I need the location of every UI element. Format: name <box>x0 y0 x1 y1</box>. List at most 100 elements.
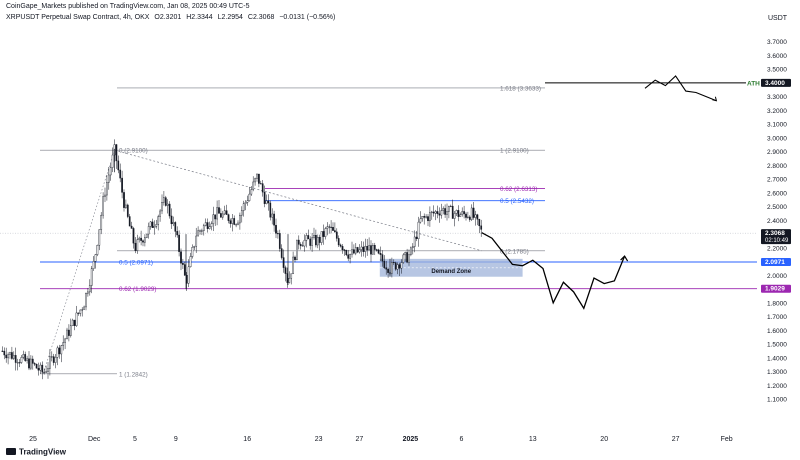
candle-body <box>223 210 226 215</box>
candle-body <box>121 177 123 193</box>
candle-body <box>210 223 213 227</box>
tradingview-brand: TradingView <box>19 447 66 457</box>
candle-body <box>229 220 232 224</box>
candle-body <box>102 196 104 216</box>
candle-body <box>288 278 291 283</box>
candle-body <box>14 355 17 363</box>
price-tag-label: 3.4000 <box>765 80 785 87</box>
candle-body <box>225 210 228 215</box>
candle-body <box>189 256 192 268</box>
candle-body <box>201 230 203 232</box>
candle-body <box>7 354 9 359</box>
y-tick-label: 2.7000 <box>767 177 787 184</box>
y-tick-label: 1.5000 <box>767 342 787 349</box>
candle-body <box>142 240 144 243</box>
candle-body <box>406 252 408 263</box>
candle-body <box>269 202 272 218</box>
candle-body <box>69 325 72 336</box>
price-tag-label: 2.3068 <box>765 230 785 237</box>
price-tag-box <box>761 229 791 245</box>
symbol-name[interactable]: XRPUSDT Perpetual Swap Contract, 4h, OKX <box>6 14 150 21</box>
candle-body <box>438 213 441 216</box>
candle-body <box>250 189 253 195</box>
y-tick-label: 2.6000 <box>767 190 787 197</box>
candle-body <box>309 238 312 246</box>
candle-body <box>339 244 342 247</box>
candle-body <box>119 169 122 179</box>
candle-body <box>218 207 220 214</box>
candle-body <box>106 182 108 196</box>
candle-body <box>202 225 205 231</box>
candle-body <box>294 256 296 261</box>
candle-body <box>430 211 433 213</box>
tradingview-logo[interactable]: TradingView <box>6 447 66 456</box>
candle-body <box>372 245 374 255</box>
candle-body <box>54 357 57 363</box>
candle-body <box>58 347 61 355</box>
candle-body <box>64 338 66 343</box>
candle-body <box>299 244 302 246</box>
candle-body <box>296 239 298 261</box>
candle-body <box>358 249 361 253</box>
candle-body <box>157 216 160 225</box>
candle-body <box>43 371 46 373</box>
candle-body <box>263 191 266 204</box>
candle-body <box>145 233 148 238</box>
candle-body <box>96 244 99 255</box>
candle-body <box>11 352 13 359</box>
candle-body <box>408 254 410 263</box>
x-tick-label: Feb <box>721 436 733 443</box>
candle-body <box>297 239 300 245</box>
candle-body <box>85 293 87 308</box>
candle-body <box>476 214 479 220</box>
candle-body <box>267 200 270 204</box>
y-tick-label: 2.5000 <box>767 204 787 211</box>
candle-body <box>149 221 152 227</box>
candle-body <box>442 208 445 211</box>
candle-body <box>174 222 177 232</box>
y-tick-label: 3.3000 <box>767 94 787 101</box>
candle-body <box>71 319 74 326</box>
candle-body <box>79 309 82 314</box>
candle-body <box>478 219 481 227</box>
candle-body <box>413 236 416 247</box>
candle-body <box>68 329 70 336</box>
candle-body <box>132 228 135 244</box>
fib-level-label: 0.5 (2.5432) <box>500 198 534 205</box>
ath-arrowhead <box>712 96 718 102</box>
candle-body <box>461 211 464 215</box>
candle-body <box>301 245 304 247</box>
candle-body <box>180 251 182 264</box>
candle-body <box>432 211 435 214</box>
candle-body <box>354 247 357 254</box>
candle-body <box>161 202 163 212</box>
x-tick-label: Dec <box>88 436 101 443</box>
candle-body <box>26 358 28 361</box>
candle-body <box>45 371 47 373</box>
candle-body <box>318 237 321 243</box>
candle-body <box>151 221 154 228</box>
candle-body <box>453 213 456 219</box>
ath-projection-path <box>644 75 717 102</box>
candle-body <box>258 173 260 184</box>
candle-body <box>377 249 380 254</box>
candle-body <box>128 216 131 227</box>
candle-body <box>12 355 15 359</box>
candle-body <box>311 237 313 246</box>
candle-body <box>364 245 367 252</box>
candle-body <box>398 264 401 269</box>
candle-body <box>3 350 6 356</box>
y-tick-label: 2.8000 <box>767 163 787 170</box>
candle-body <box>22 354 25 358</box>
candle-body <box>47 368 49 372</box>
candle-body <box>307 235 310 240</box>
candle-body <box>394 262 397 270</box>
y-tick-label: 3.6000 <box>767 53 787 60</box>
candle-body <box>5 354 8 359</box>
candle-body <box>303 239 306 247</box>
candle-body <box>252 181 255 190</box>
candle-body <box>444 208 446 215</box>
y-tick-label: 3.5000 <box>767 67 787 74</box>
fib-level-label: 0 (2.1785) <box>500 248 529 255</box>
